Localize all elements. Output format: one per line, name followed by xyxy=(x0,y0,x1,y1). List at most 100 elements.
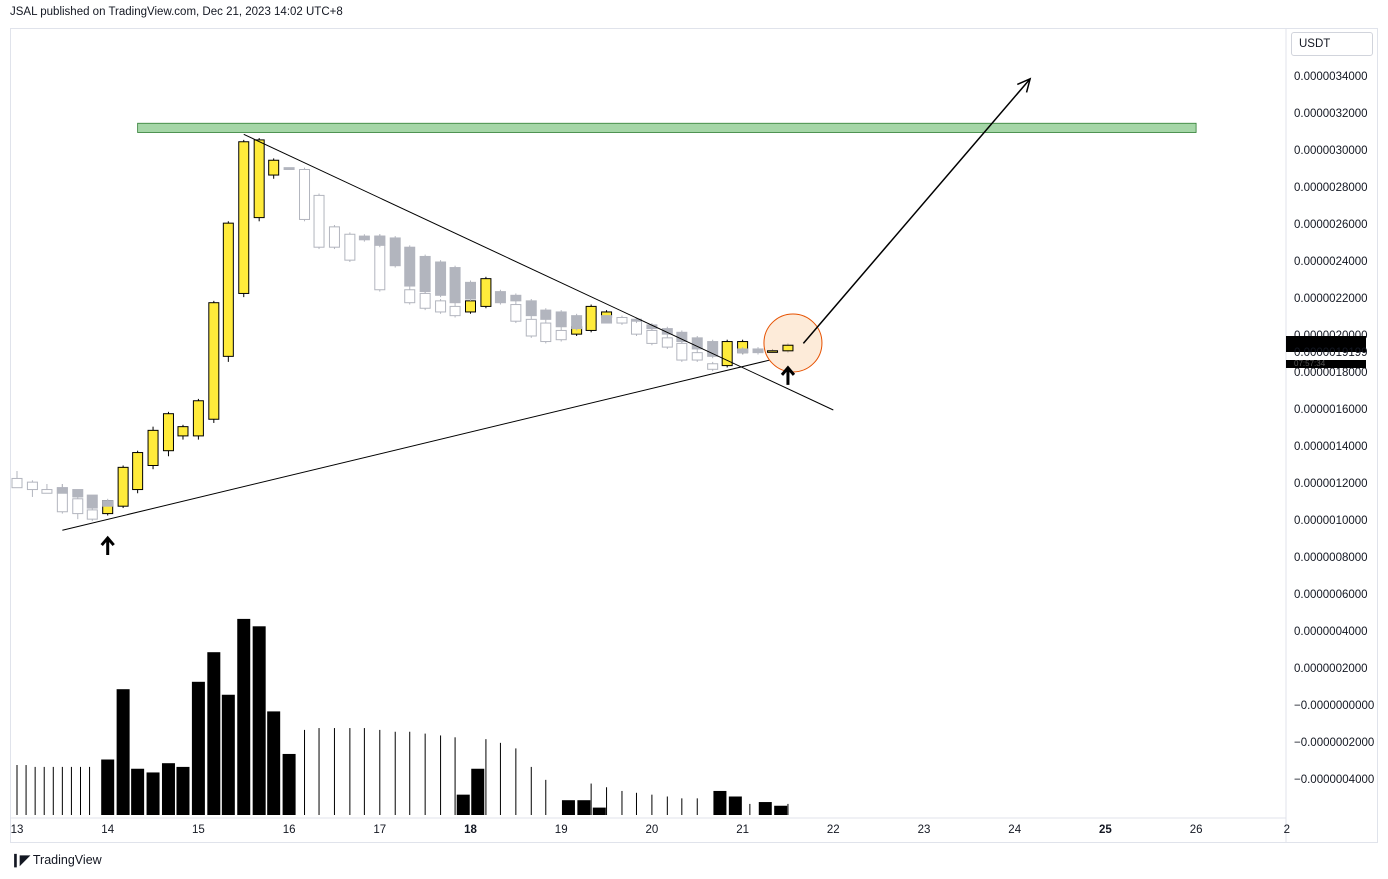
candle-body xyxy=(162,413,174,452)
volume-bar xyxy=(577,800,591,815)
volume-bar xyxy=(116,689,130,815)
descending-trendline[interactable] xyxy=(243,133,834,411)
volume-bar xyxy=(471,768,485,815)
volume-bar xyxy=(161,763,175,815)
time-tick-label: 13 xyxy=(11,824,24,836)
candle-body xyxy=(283,167,295,170)
candle-body xyxy=(177,426,189,437)
price-tick-label: 0.0000004000 xyxy=(1294,626,1368,638)
volume-bar xyxy=(146,772,160,815)
candle-body xyxy=(782,344,794,352)
price-tick-label: 0.0000026000 xyxy=(1294,219,1368,231)
candle-body xyxy=(147,429,159,467)
price-tick-label: 0.0000024000 xyxy=(1294,256,1368,268)
candle-body xyxy=(26,481,38,491)
candle-body xyxy=(344,233,356,261)
time-tick-label: 25 xyxy=(1099,824,1112,836)
candle-body xyxy=(313,194,325,248)
time-tick-label: 26 xyxy=(1190,824,1203,836)
candle-body xyxy=(404,289,416,304)
time-tick-label: 14 xyxy=(101,824,114,836)
candle-body xyxy=(661,328,673,335)
price-tick-label: −0.0000000000 xyxy=(1294,700,1374,712)
candle-body xyxy=(328,226,340,248)
candle-body xyxy=(404,246,416,287)
time-tick-label: 2 xyxy=(1284,824,1290,836)
volume-bar xyxy=(101,759,115,815)
candle-body xyxy=(374,235,386,246)
chart-frame[interactable] xyxy=(10,28,1378,843)
volume-bar xyxy=(456,794,470,815)
price-tick-label: 0.0000002000 xyxy=(1294,663,1368,675)
candle-body xyxy=(707,363,719,370)
price-axis: 0.0000034000 0.0000032000 0.0000030000 0.00… xyxy=(1286,71,1374,786)
publish-info: JSAL published on TradingView.com, Dec 2… xyxy=(10,6,343,18)
price-tick-label: 0.0000006000 xyxy=(1294,589,1368,601)
ascending-trendline[interactable] xyxy=(62,359,770,531)
candle-body xyxy=(41,489,53,494)
currency-selector[interactable]: USDT xyxy=(1291,32,1373,56)
candle-body xyxy=(268,159,280,176)
resistance-zone-layer xyxy=(137,122,1197,133)
candle-body xyxy=(540,322,552,343)
volume-bar xyxy=(592,807,606,815)
highlight-circle[interactable] xyxy=(763,313,823,373)
candle-body xyxy=(676,331,688,343)
candle-body xyxy=(72,489,84,498)
candle-body xyxy=(676,342,688,361)
candle-body xyxy=(525,318,537,337)
time-tick-label: 21 xyxy=(736,824,749,836)
time-tick-label: 15 xyxy=(192,824,205,836)
volume-bar xyxy=(728,796,742,815)
volume-bar xyxy=(713,790,727,815)
time-tick-label: 16 xyxy=(283,824,296,836)
candle-body xyxy=(465,300,476,313)
price-tick-label: −0.0000004000 xyxy=(1294,774,1374,786)
candle-body xyxy=(691,337,703,350)
candle-body xyxy=(238,141,250,294)
candle-body xyxy=(525,300,537,317)
volume-bar xyxy=(758,802,772,815)
price-tick-label: 0.0000028000 xyxy=(1294,182,1368,194)
volume-bar xyxy=(131,768,145,815)
resistance-zone[interactable] xyxy=(137,122,1197,133)
candle-body xyxy=(510,294,522,302)
candle-body xyxy=(601,315,613,324)
countdown-badge xyxy=(1286,360,1366,368)
candle-body xyxy=(616,317,628,324)
candle-body xyxy=(299,169,311,220)
current-price-label: 0.0000019199 xyxy=(1294,347,1368,359)
volume-bar xyxy=(207,652,221,815)
brand-label: TradingView xyxy=(32,853,102,867)
candles-layer xyxy=(11,138,794,521)
candle-body xyxy=(208,302,220,420)
candle-body xyxy=(555,329,567,341)
price-tick-label: 0.0000032000 xyxy=(1294,108,1368,120)
candle-body xyxy=(449,267,461,304)
time-tick-label: 24 xyxy=(1008,824,1021,836)
volume-bar xyxy=(191,681,205,815)
price-tick-label: 0.0000014000 xyxy=(1294,441,1368,453)
candle-body xyxy=(707,341,719,357)
candle-body xyxy=(691,352,703,361)
volume-bar xyxy=(176,766,190,815)
volume-bar xyxy=(774,805,788,815)
volume-bar xyxy=(237,618,251,815)
candle-body xyxy=(419,255,431,293)
candle-body xyxy=(435,300,447,313)
price-tick-label: 0.0000016000 xyxy=(1294,404,1368,416)
breakout-arrow[interactable] xyxy=(802,78,1031,344)
up-arrow-icon xyxy=(780,365,796,385)
candle-body xyxy=(767,350,779,353)
candle-body xyxy=(661,337,673,348)
tradingview-logo-icon: ❙◤ xyxy=(10,852,30,867)
candle-body xyxy=(465,281,476,300)
candle-body xyxy=(222,222,234,357)
time-tick-label: 17 xyxy=(373,824,386,836)
footer-brand[interactable]: ❙◤ TradingView xyxy=(10,852,102,868)
price-tick-label: 0.0000010000 xyxy=(1294,515,1368,527)
price-tick-label: 0.0000034000 xyxy=(1294,71,1368,83)
price-tick-label: 0.0000018000 xyxy=(1294,367,1368,379)
price-tick-label: 0.0000012000 xyxy=(1294,478,1368,490)
